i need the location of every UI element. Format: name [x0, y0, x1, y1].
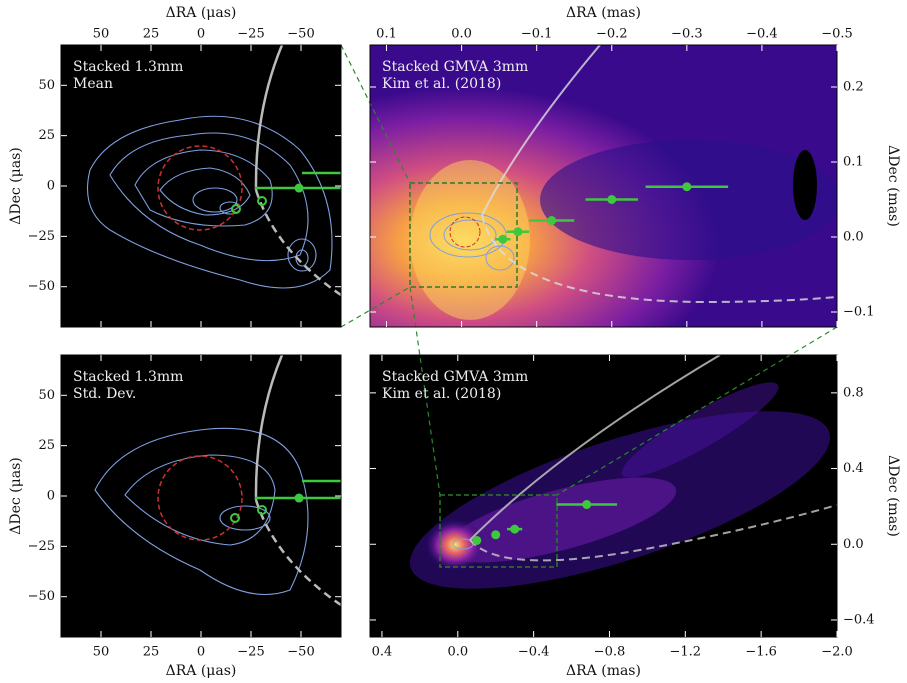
- y-tick-label: −0.4: [843, 612, 875, 627]
- y-tick-label: −25: [28, 229, 55, 244]
- y-tick-label: 0.1: [843, 155, 864, 170]
- y-tick-label: 0: [47, 489, 55, 504]
- y-tick-label: 50: [38, 388, 55, 403]
- annotation: Kim et al. (2018): [382, 76, 501, 92]
- x-tick-label: 25: [143, 27, 160, 42]
- y-tick-label: −50: [28, 589, 55, 604]
- panel-image: [370, 355, 837, 637]
- y-tick-label: −50: [28, 279, 55, 294]
- x-tick-label: −1.6: [745, 645, 777, 660]
- x-tick-label: −2.0: [821, 645, 853, 660]
- plot-area: [472, 500, 618, 545]
- frame: [369, 44, 838, 328]
- annotation: Stacked GMVA 3mm: [382, 59, 528, 75]
- annotation: Mean: [73, 76, 113, 92]
- panel-image: [61, 45, 341, 327]
- x-tick-label: 50: [93, 645, 110, 660]
- y-tick-label: 0: [47, 179, 55, 194]
- x-tick-label: −50: [287, 645, 314, 660]
- x-tick-label: 0.0: [447, 645, 468, 660]
- x-tick-label: 0.0: [451, 27, 472, 42]
- point: [498, 234, 508, 244]
- x-axis-label: ΔRA (mas): [566, 663, 641, 679]
- x-tick-label: −1.2: [670, 645, 702, 660]
- x-tick-label: −0.4: [518, 645, 550, 660]
- y-tick-label: −25: [28, 539, 55, 554]
- x-tick-label: −0.2: [596, 27, 628, 42]
- y-axis-label: ΔDec (μas): [8, 457, 24, 534]
- x-tick-label: −0.5: [821, 27, 853, 42]
- x-tick-label: 0: [197, 645, 205, 660]
- point: [682, 182, 692, 192]
- point: [582, 500, 592, 510]
- x-tick-label: 0.1: [376, 27, 397, 42]
- y-tick-label: 0.4: [843, 461, 864, 476]
- y-tick-label: 25: [38, 128, 55, 143]
- y-axis-label: ΔDec (mas): [885, 455, 901, 537]
- x-tick-label: 50: [93, 27, 110, 42]
- y-tick-label: 0.2: [843, 80, 864, 95]
- y-axis-label: ΔDec (mas): [885, 145, 901, 227]
- plot-area: [255, 493, 341, 503]
- x-tick-label: −25: [237, 645, 264, 660]
- y-tick-label: 0.0: [843, 537, 864, 552]
- y-tick-label: 25: [38, 438, 55, 453]
- annotation: Stacked 1.3mm: [73, 369, 183, 385]
- point: [491, 530, 501, 540]
- panel-image: [370, 45, 837, 327]
- point: [510, 524, 520, 534]
- plot-area: [255, 183, 341, 193]
- point: [547, 216, 557, 225]
- x-axis-label: ΔRA (μas): [166, 663, 237, 679]
- x-tick-label: −0.8: [594, 645, 626, 660]
- frame: [369, 354, 838, 638]
- x-tick-label: 0.4: [372, 645, 393, 660]
- x-tick-label: −50: [287, 27, 314, 42]
- annotation: Stacked GMVA 3mm: [382, 369, 528, 385]
- y-tick-label: −0.1: [843, 305, 875, 320]
- annotation: Kim et al. (2018): [382, 386, 501, 402]
- annotation: Std. Dev.: [73, 386, 136, 402]
- point: [294, 493, 304, 503]
- x-tick-label: −0.3: [671, 27, 703, 42]
- x-tick-label: −25: [237, 27, 264, 42]
- point: [472, 535, 482, 545]
- x-tick-label: −0.1: [521, 27, 553, 42]
- point: [294, 183, 304, 193]
- y-tick-label: 0.0: [843, 230, 864, 245]
- annotation: Stacked 1.3mm: [73, 59, 183, 75]
- x-tick-label: −0.4: [746, 27, 778, 42]
- plot-area: [495, 182, 729, 244]
- y-tick-label: 0.8: [843, 385, 864, 400]
- y-axis-label: ΔDec (μas): [8, 147, 24, 224]
- panel-image: [61, 355, 341, 637]
- point: [607, 195, 617, 204]
- y-tick-label: 50: [38, 78, 55, 93]
- x-tick-label: 25: [143, 645, 160, 660]
- x-axis-label: ΔRA (μas): [166, 5, 237, 21]
- x-tick-label: 0: [197, 27, 205, 42]
- x-axis-label: ΔRA (mas): [566, 5, 641, 21]
- point: [513, 227, 523, 237]
